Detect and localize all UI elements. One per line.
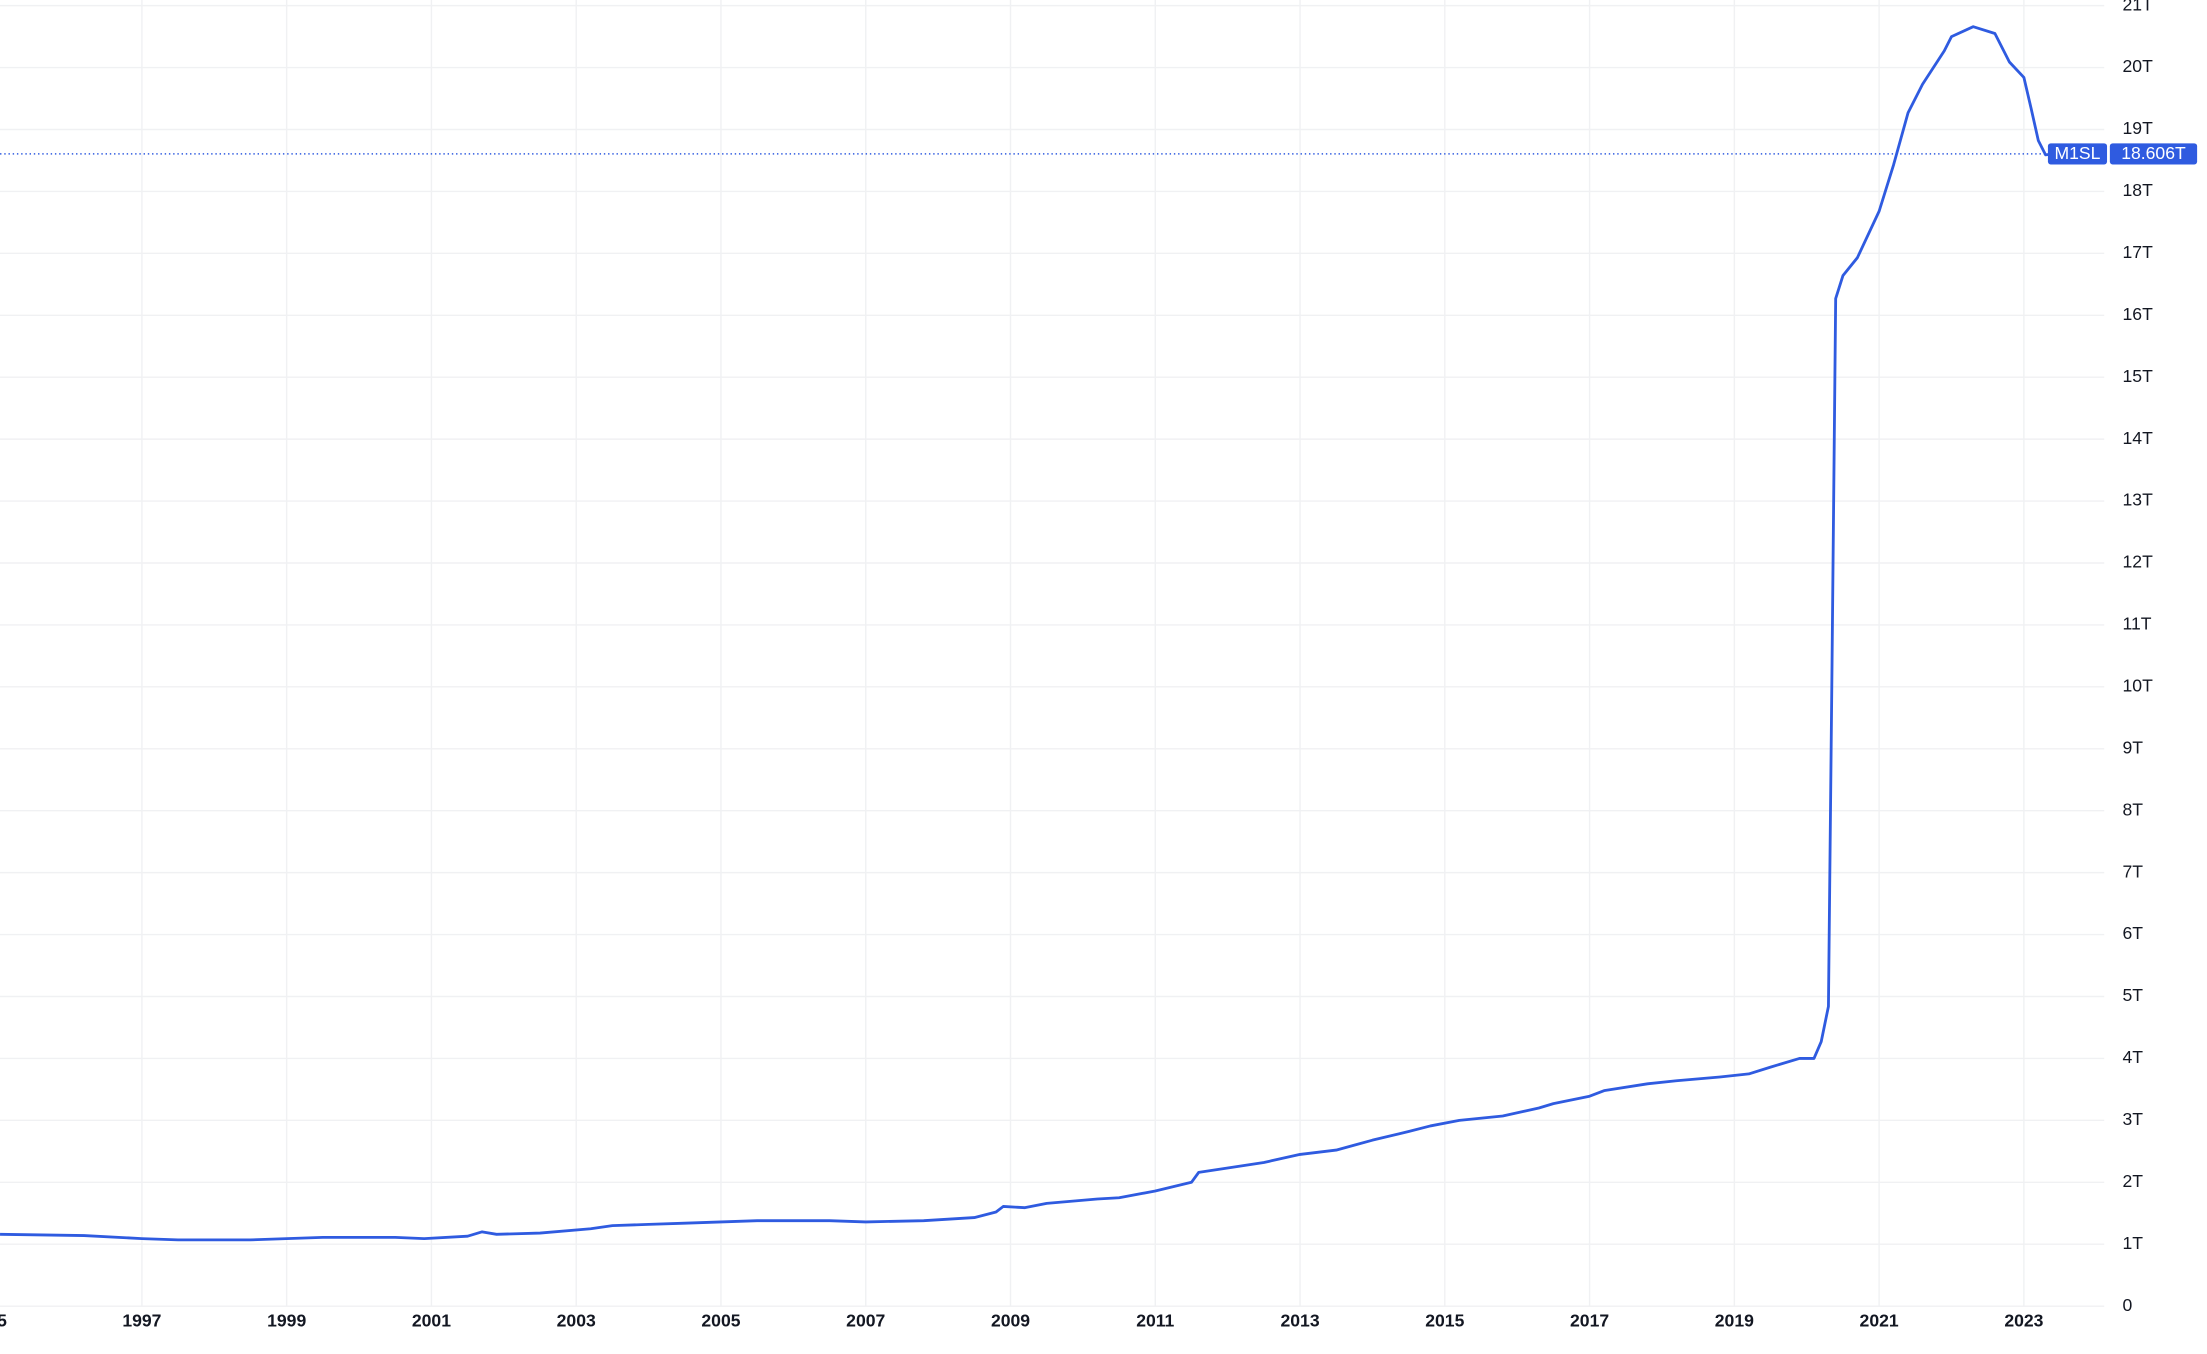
x-tick-label: 95	[0, 1310, 7, 1330]
series-name-badge	[2047, 143, 2108, 165]
y-tick-label: 0	[2123, 1295, 2133, 1315]
x-tick-label: 2001	[412, 1310, 451, 1330]
x-tick-label: 2023	[2004, 1310, 2043, 1330]
y-tick-label: 12T	[2123, 552, 2154, 572]
x-tick-label: 2013	[1280, 1310, 1319, 1330]
last-value-badge	[2109, 143, 2198, 165]
y-tick-label: 5T	[2123, 985, 2144, 1005]
y-tick-label: 20T	[2123, 56, 2154, 76]
y-tick-label: 2T	[2123, 1171, 2144, 1191]
y-tick-label: 6T	[2123, 923, 2144, 943]
x-tick-label: 2011	[1136, 1310, 1174, 1330]
y-tick-label: 18T	[2123, 180, 2154, 200]
y-tick-label: 9T	[2123, 737, 2144, 757]
y-tick-label: 8T	[2123, 799, 2144, 819]
y-tick-label: 4T	[2123, 1047, 2144, 1067]
y-tick-label: 11T	[2123, 614, 2152, 634]
x-tick-label: 2005	[701, 1310, 740, 1330]
x-tick-label: 2007	[846, 1310, 885, 1330]
last-value-label: 18.606T	[2121, 143, 2186, 163]
y-tick-label: 21T	[2123, 0, 2154, 14]
y-tick-label: 15T	[2123, 366, 2154, 386]
y-tick-label: 19T	[2123, 118, 2154, 138]
y-tick-label: 7T	[2123, 861, 2144, 881]
x-tick-label: 2021	[1860, 1310, 1899, 1330]
x-tick-label: 2017	[1570, 1310, 1609, 1330]
x-tick-label: 2015	[1425, 1310, 1464, 1330]
y-tick-label: 1T	[2123, 1233, 2144, 1253]
y-tick-label: 3T	[2123, 1109, 2144, 1129]
y-tick-label: 17T	[2123, 242, 2154, 262]
y-tick-label: 14T	[2123, 428, 2154, 448]
line-series	[0, 25, 2054, 1242]
y-tick-label: 16T	[2123, 304, 2154, 324]
x-tick-label: 2003	[557, 1310, 596, 1330]
x-tick-label: 1999	[267, 1310, 306, 1330]
y-tick-label: 10T	[2123, 675, 2154, 695]
x-tick-label: 2009	[991, 1310, 1030, 1330]
series-name: M1SL	[2055, 143, 2101, 163]
x-tick-label: 1997	[122, 1310, 161, 1330]
x-tick-label: 2019	[1715, 1310, 1754, 1330]
y-tick-label: 13T	[2123, 490, 2154, 510]
